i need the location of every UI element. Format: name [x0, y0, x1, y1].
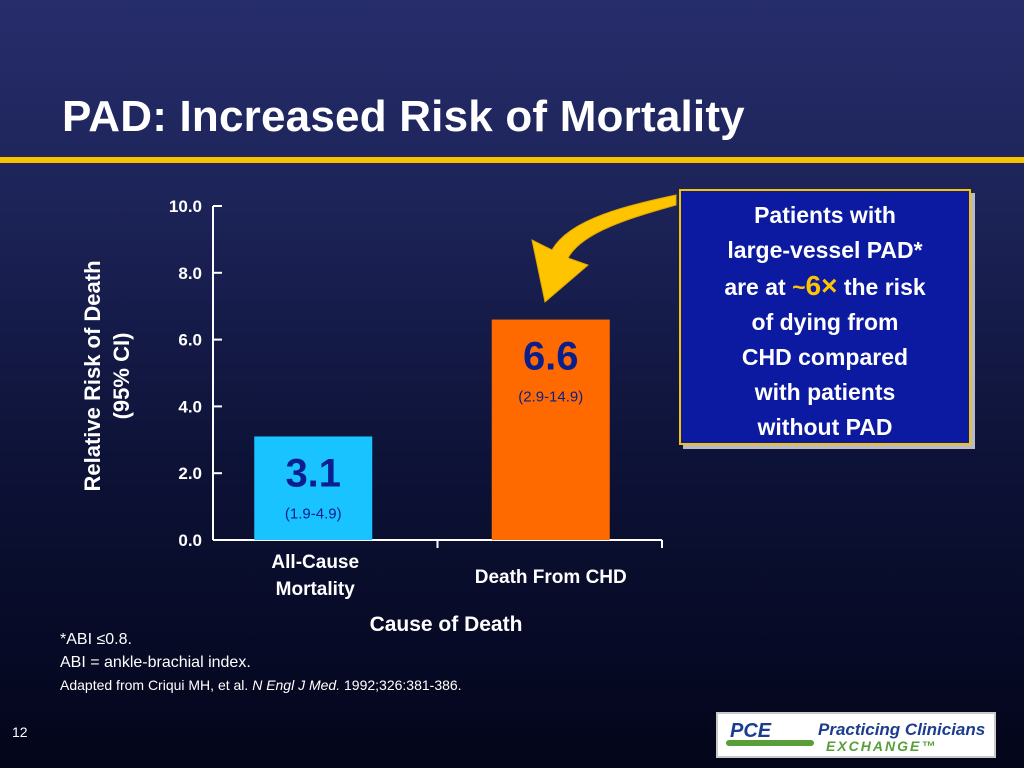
category-label: Mortality [276, 579, 356, 600]
x-axis-label: Cause of Death [370, 613, 523, 636]
y-tick-label: 6.0 [178, 331, 202, 350]
y-tick-label: 2.0 [178, 464, 202, 483]
bar-value-label: 3.1 [285, 451, 341, 495]
pce-logo: PCE Practicing Clinicians EXCHANGE™ [716, 712, 996, 758]
y-tick-label: 0.0 [178, 531, 202, 550]
callout-text: are at [724, 274, 793, 300]
title-divider [0, 157, 1024, 163]
footnote-abi-definition: ABI = ankle-brachial index. [60, 654, 251, 671]
slide-title: PAD: Increased Risk of Mortality [62, 92, 745, 141]
callout-line: of dying from [751, 309, 899, 335]
bar [491, 319, 610, 540]
category-label: All-Cause [271, 552, 359, 573]
y-tick-label: 10.0 [169, 197, 202, 216]
footnote-source: Adapted from Criqui MH, et al. N Engl J … [60, 674, 462, 696]
callout-line: Patients with [754, 202, 896, 228]
logo-mark: PCE [730, 720, 772, 742]
callout-text: the risk [837, 274, 926, 300]
footnote-abi-threshold: *ABI ≤0.8. [60, 631, 132, 648]
page-number: 12 [12, 724, 28, 740]
callout-highlight: 6× [805, 270, 838, 301]
footnotes: *ABI ≤0.8. ABI = ankle-brachial index. A… [60, 628, 462, 696]
y-axis-label: Relative Risk of Death (95% CI) [80, 260, 134, 491]
callout-line: without PAD [757, 414, 893, 440]
y-tick-label: 8.0 [178, 264, 202, 283]
source-citation: 1992;326:381-386. [340, 677, 462, 693]
bar-ci-label: (2.9-14.9) [518, 389, 583, 406]
bars: 3.1 (1.9-4.9) 6.6 (2.9-14.9) [254, 319, 610, 540]
callout-line: are at ~6× the risk [681, 268, 969, 305]
bar-value-label: 6.6 [523, 335, 579, 379]
source-journal: N Engl J Med. [252, 677, 341, 693]
y-axis-label-line: Relative Risk of Death [80, 260, 105, 491]
category-label: Death From CHD [475, 567, 627, 588]
logo-swoosh [726, 740, 814, 746]
logo-subtitle: EXCHANGE™ [826, 738, 938, 754]
x-axis: All-Cause Mortality Death From CHD [213, 539, 663, 600]
y-axis-label-line: (95% CI) [109, 333, 134, 420]
y-tick-label: 4.0 [178, 397, 202, 416]
arrow-icon [531, 194, 677, 303]
y-axis: 0.0 2.0 4.0 6.0 8.0 10.0 [169, 197, 222, 550]
logo-name: Practicing Clinicians [818, 720, 986, 739]
callout-line: CHD compared [741, 344, 909, 370]
callout-line: large-vessel PAD* [727, 237, 923, 263]
callout-line: with patients [754, 379, 896, 405]
bar-ci-label: (1.9-4.9) [285, 505, 342, 522]
callout-box: Patients with large-vessel PAD* are at ~… [679, 189, 971, 445]
bar [254, 436, 373, 540]
source-text: Adapted from Criqui MH, et al. [60, 677, 253, 693]
callout-tilde: ~ [792, 274, 806, 300]
